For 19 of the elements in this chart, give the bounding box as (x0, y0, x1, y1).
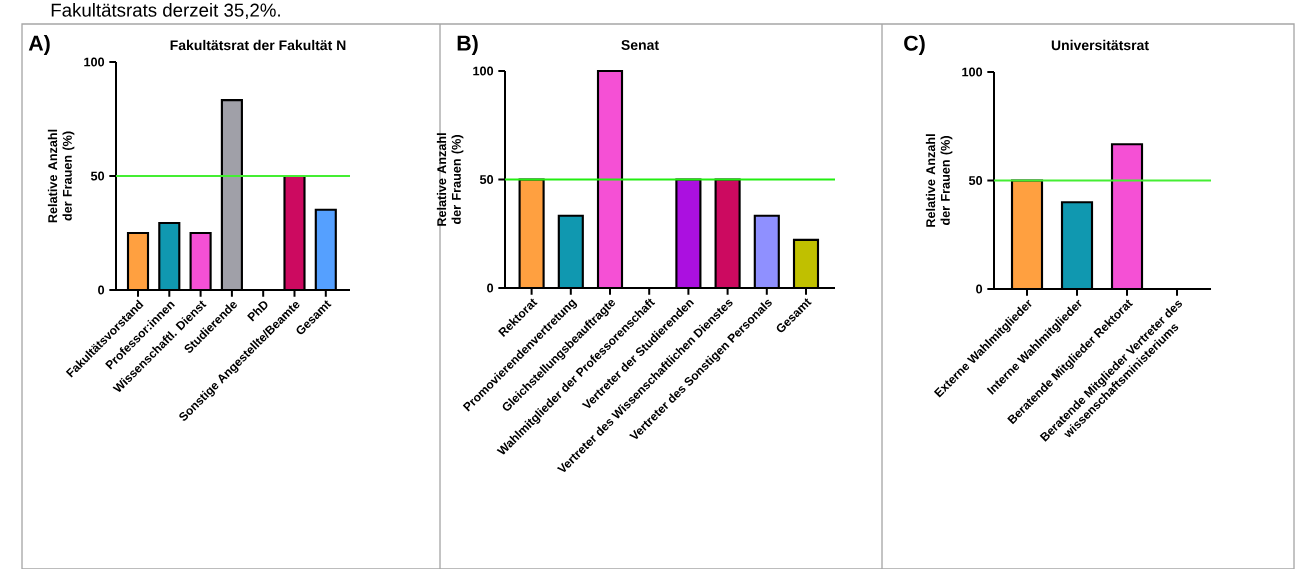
y-tick-label: 100 (962, 67, 983, 77)
text: B) (457, 35, 478, 55)
y-axis-title: Relative Anzahl der Frauen (%) (925, 134, 953, 227)
y-tick-label: 0 (976, 284, 983, 294)
y-tick-label: 100 (84, 57, 105, 67)
y-axis-title: Relative Anzahl der Frauen (%) (47, 129, 75, 223)
y-tick-label: 100 (473, 66, 494, 76)
chart-title: Universitätsrat (1051, 39, 1149, 51)
y-tick-label: 50 (90, 171, 105, 181)
text: C) (904, 35, 925, 55)
chart-title: Fakultätsrat der Fakultät N (170, 39, 346, 51)
text: Fakultätsrats derzeit 35,2%. (51, 3, 280, 19)
y-tick-label: 50 (968, 176, 983, 185)
y-tick-label: 0 (98, 285, 105, 295)
y-tick-label: 50 (479, 175, 494, 184)
y-axis-title: Relative Anzahl der Frauen (%) (436, 133, 464, 226)
y-tick-label: 0 (487, 283, 494, 293)
chart-title: Senat (621, 40, 659, 50)
text: A) (28, 35, 50, 55)
